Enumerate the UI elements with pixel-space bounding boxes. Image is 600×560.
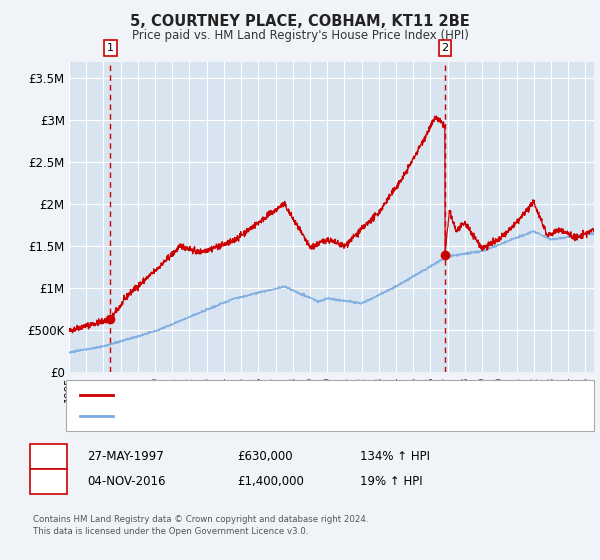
Text: 5, COURTNEY PLACE, COBHAM, KT11 2BE: 5, COURTNEY PLACE, COBHAM, KT11 2BE [130, 14, 470, 29]
Text: 1: 1 [107, 43, 114, 53]
Text: £1,400,000: £1,400,000 [237, 475, 304, 488]
Text: Contains HM Land Registry data © Crown copyright and database right 2024.: Contains HM Land Registry data © Crown c… [33, 515, 368, 524]
Text: 134% ↑ HPI: 134% ↑ HPI [360, 450, 430, 463]
Text: Price paid vs. HM Land Registry's House Price Index (HPI): Price paid vs. HM Land Registry's House … [131, 29, 469, 42]
Text: 19% ↑ HPI: 19% ↑ HPI [360, 475, 422, 488]
Text: 1: 1 [45, 450, 52, 463]
Text: 2: 2 [442, 43, 448, 53]
Text: This data is licensed under the Open Government Licence v3.0.: This data is licensed under the Open Gov… [33, 528, 308, 536]
Text: 5, COURTNEY PLACE, COBHAM, KT11 2BE (detached house): 5, COURTNEY PLACE, COBHAM, KT11 2BE (det… [120, 390, 445, 400]
Text: £630,000: £630,000 [237, 450, 293, 463]
Text: 27-MAY-1997: 27-MAY-1997 [87, 450, 164, 463]
Text: 2: 2 [45, 475, 52, 488]
Text: 04-NOV-2016: 04-NOV-2016 [87, 475, 166, 488]
Text: HPI: Average price, detached house, Elmbridge: HPI: Average price, detached house, Elmb… [120, 412, 378, 422]
